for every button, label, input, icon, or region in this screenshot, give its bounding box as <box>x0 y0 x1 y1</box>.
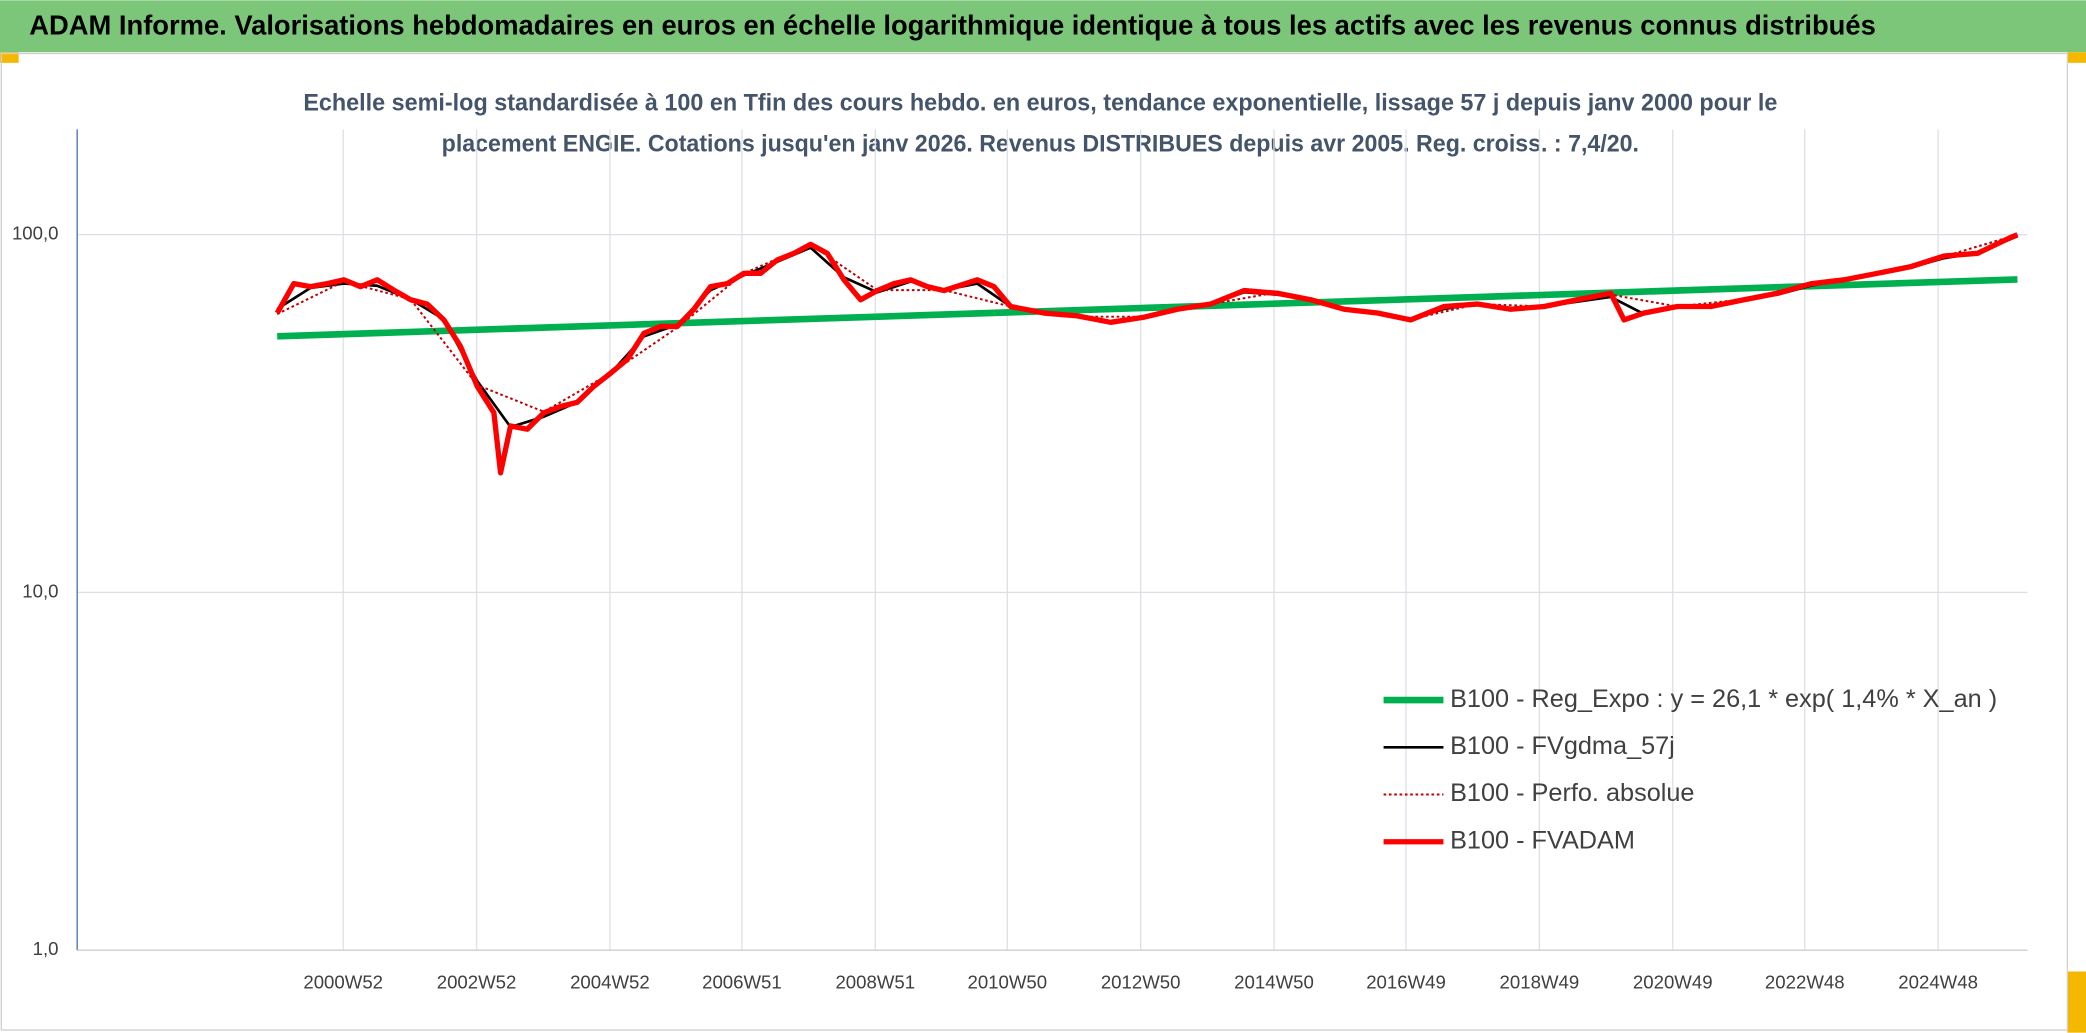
chart-frame <box>0 52 2069 1031</box>
legend-label: B100 - Reg_Expo : y = 26,1 * exp( 1,4% *… <box>1450 685 1997 713</box>
x-tick-label: 2010W50 <box>967 971 1047 992</box>
x-tick-label: 2024W48 <box>1898 971 1978 992</box>
y-tick-label: 1,0 <box>33 938 59 959</box>
legend-label: B100 - FVgdma_57j <box>1450 732 1675 760</box>
corner <box>2067 52 2086 63</box>
x-tick-label: 2012W50 <box>1101 971 1181 992</box>
legend-label: B100 - FVADAM <box>1450 826 1635 854</box>
series-line <box>277 276 2018 340</box>
x-tick-label: 2008W51 <box>835 971 915 992</box>
x-tick-label: 2016W49 <box>1366 971 1446 992</box>
legend-label: B100 - Perfo. absolue <box>1450 779 1694 807</box>
y-tick-label: 10,0 <box>22 580 58 601</box>
header-bar <box>0 0 2086 53</box>
x-tick-label: 2000W52 <box>303 971 383 992</box>
chart-subtitle: placement ENGIE. Cotations jusqu'en janv… <box>442 131 1639 158</box>
page-title: ADAM Informe. Valorisations hebdomadaire… <box>29 9 1876 40</box>
x-tick-label: 2020W49 <box>1633 971 1713 992</box>
x-tick-label: 2022W48 <box>1765 971 1845 992</box>
y-tick-label: 100,0 <box>12 223 59 244</box>
x-tick-label: 2002W52 <box>437 971 517 992</box>
x-tick-label: 2004W52 <box>570 971 650 992</box>
x-tick-label: 2018W49 <box>1500 971 1580 992</box>
x-tick-label: 2014W50 <box>1234 971 1314 992</box>
corner <box>0 52 19 63</box>
series-line <box>274 232 2019 476</box>
corner <box>2067 971 2086 1033</box>
x-tick-label: 2006W51 <box>702 971 782 992</box>
chart-subtitle: Echelle semi-log standardisée à 100 en T… <box>303 89 1777 116</box>
